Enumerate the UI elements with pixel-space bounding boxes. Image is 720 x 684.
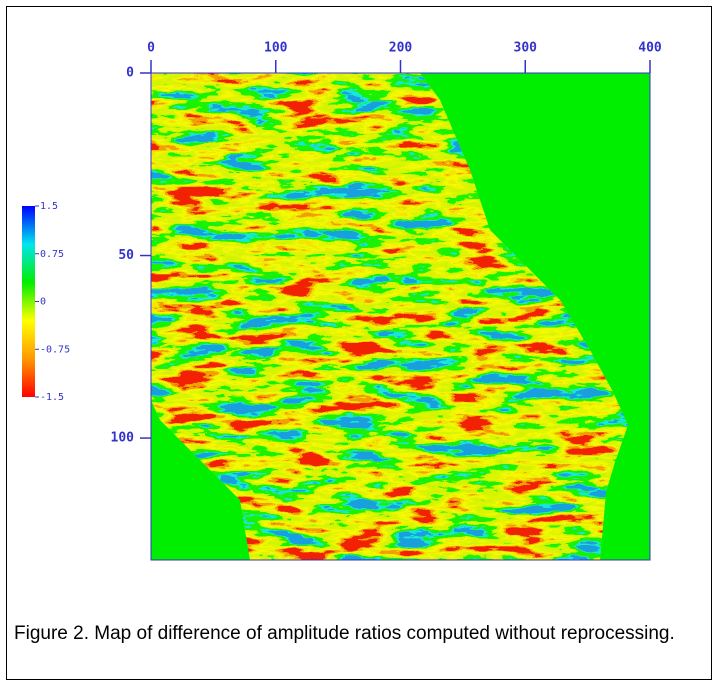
colorbar bbox=[22, 206, 35, 397]
x-tick-label: 400 bbox=[638, 41, 662, 56]
colorbar-tick-label: -1.5 bbox=[40, 392, 64, 403]
colorbar-tick-label: 0 bbox=[40, 297, 46, 308]
data-texture bbox=[151, 73, 628, 560]
x-tick-label: 0 bbox=[147, 41, 155, 56]
colorbar-tick-label: -0.75 bbox=[40, 344, 70, 355]
colorbar-tick-label: 0.75 bbox=[40, 249, 64, 260]
y-tick-label: 0 bbox=[126, 66, 134, 81]
x-tick-label: 100 bbox=[264, 41, 288, 56]
figure-frame bbox=[6, 6, 712, 680]
caption: Figure 2. Map of difference of amplitude… bbox=[14, 623, 675, 644]
y-tick-label: 50 bbox=[118, 248, 134, 263]
x-tick-label: 300 bbox=[514, 41, 538, 56]
colorbar-tick-label: 1.5 bbox=[40, 201, 58, 212]
x-tick-label: 200 bbox=[389, 41, 413, 56]
heatmap bbox=[151, 73, 650, 560]
y-tick-label: 100 bbox=[111, 431, 135, 446]
chart: 0 100 200 300 400 0 50 100 1.5 0.75 0 -0.75 -1.5 bbox=[22, 41, 662, 561]
